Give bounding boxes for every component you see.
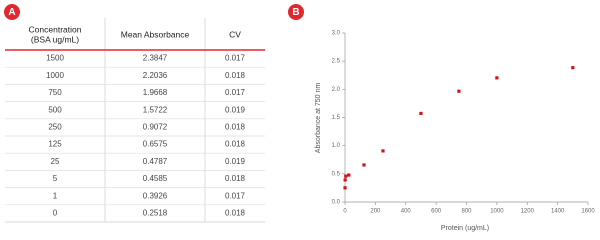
cell: 0.017 [225,54,246,63]
y-tick-label: 3.0 [332,31,341,37]
cell: 0.018 [225,174,246,183]
y-tick-label: 2.0 [332,87,341,93]
page: A B Concentration(BSA ug/mL) Mean Absorba… [4,4,595,232]
x-tick-label: 800 [461,209,472,215]
table: Concentration(BSA ug/mL) Mean Absorbance C… [5,18,265,223]
cell: 0.9072 [143,123,168,132]
cell: 0.018 [225,140,246,149]
column-header: Concentration [29,24,82,34]
y-axis-label: Absorbance at 750 nm [315,83,322,154]
x-tick-label: 600 [431,209,442,215]
point [419,111,423,116]
cell: 0.2518 [143,209,168,218]
cell: 0.017 [225,191,246,200]
point [343,178,347,182]
cell: 0.018 [225,123,246,132]
cell: 1 [53,191,58,200]
cell: 500 [48,105,62,114]
cell: 25 [51,157,60,166]
point [381,149,385,153]
point [343,186,347,190]
badge-b [288,4,304,20]
cell: 2.3847 [143,54,168,63]
column-header: (BSA ug/mL) [31,34,79,44]
cell: 1500 [46,54,64,63]
cell: 5 [53,174,58,183]
cell: 0.4585 [143,174,168,183]
cell: 0.019 [225,105,246,114]
point [347,173,351,177]
cell: 0.6575 [143,140,168,149]
column-header: Mean Absorbance [121,29,190,39]
cell: 125 [48,140,62,149]
y-tick-label: 2.5 [332,59,341,65]
cell: 2.2036 [143,71,168,80]
y-tick-label: 0.5 [332,171,341,177]
x-tick-label: 1200 [521,209,535,215]
x-axis-label: Protein (ug/mL) [441,225,489,232]
cell: 0.018 [225,209,246,218]
point [457,89,461,93]
cell: 0.019 [225,157,246,166]
x-tick-label: 1400 [551,209,565,215]
cell: 0.018 [225,71,246,80]
cell: 750 [48,88,62,97]
x-tick-label: 400 [401,209,412,215]
y-tick-label: 1.0 [332,143,341,149]
x-tick-label: 0 [343,209,347,215]
cell: 0.3926 [143,191,168,200]
x-tick-label: 1000 [490,209,504,215]
cell: 0.4787 [143,157,168,166]
cell: 0.017 [225,88,246,97]
y-tick-label: 1.5 [332,115,341,121]
point [344,174,348,178]
x-tick-label: 200 [370,209,381,215]
cell: 1000 [46,71,64,80]
y-tick-label: 0.0 [332,200,341,206]
point [362,163,366,167]
point [571,66,575,70]
chart: Protein (ug/mL) Absorbance at 750 nm 0.0… [315,31,595,232]
cell: 250 [48,123,62,132]
cell: 1.9668 [143,88,168,97]
cell: 0 [53,209,58,218]
badge-a [4,4,20,20]
point [495,76,499,80]
cell: 1.5722 [143,105,168,114]
panel-label: B [292,7,299,18]
column-header: CV [229,29,241,39]
x-tick-label: 1600 [581,209,595,215]
panel-label: A [8,7,15,18]
